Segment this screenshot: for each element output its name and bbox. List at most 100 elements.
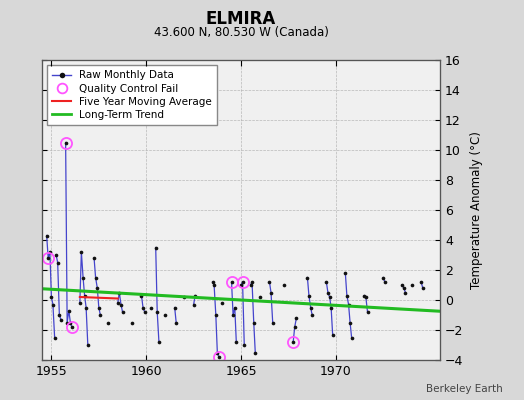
Point [63, 319, 71, 326]
Point [249, 319, 258, 326]
Point [172, 319, 180, 326]
Text: 43.600 N, 80.530 W (Canada): 43.600 N, 80.530 W (Canada) [154, 26, 329, 39]
Point [151, 244, 160, 251]
Point [153, 309, 161, 315]
Point [292, 315, 301, 321]
Point [279, 282, 288, 288]
Point [104, 319, 113, 326]
Point [380, 279, 389, 285]
Legend: Raw Monthly Data, Quality Control Fail, Five Year Moving Average, Long-Term Tren: Raw Monthly Data, Quality Control Fail, … [47, 65, 217, 125]
Point [42, 232, 51, 239]
Point [191, 292, 199, 299]
Point [190, 301, 198, 308]
Point [75, 300, 84, 306]
Point [343, 292, 351, 299]
Point [290, 324, 299, 330]
Point [52, 252, 60, 258]
Point [84, 342, 92, 348]
Point [341, 270, 350, 276]
Y-axis label: Temperature Anomaly (°C): Temperature Anomaly (°C) [471, 131, 483, 289]
Point [237, 282, 245, 288]
Text: ELMIRA: ELMIRA [206, 10, 276, 28]
Point [96, 312, 104, 318]
Text: Berkeley Earth: Berkeley Earth [427, 384, 503, 394]
Point [47, 294, 56, 300]
Point [265, 279, 274, 285]
Point [251, 349, 259, 356]
Point [213, 349, 222, 356]
Point [170, 304, 179, 311]
Point [55, 312, 63, 318]
Point [289, 339, 298, 345]
Point [118, 309, 127, 315]
Point [363, 309, 372, 315]
Point [401, 289, 410, 296]
Point [329, 331, 337, 338]
Point [256, 294, 264, 300]
Point [307, 304, 315, 311]
Point [232, 339, 241, 345]
Point [308, 312, 316, 318]
Point [44, 255, 52, 261]
Point [240, 342, 248, 348]
Point [303, 274, 312, 281]
Point [147, 304, 155, 311]
Point [400, 285, 408, 291]
Point [419, 285, 427, 291]
Point [322, 279, 331, 285]
Point [95, 304, 103, 311]
Point [327, 304, 335, 311]
Point [53, 259, 62, 266]
Point [79, 274, 88, 281]
Point [227, 279, 236, 285]
Point [231, 304, 239, 311]
Point [82, 304, 90, 311]
Point [140, 309, 149, 315]
Point [161, 312, 169, 318]
Point [212, 312, 220, 318]
Point [268, 319, 277, 326]
Point [218, 300, 226, 306]
Point [344, 301, 353, 308]
Point [50, 334, 59, 341]
Point [246, 282, 255, 288]
Point [347, 334, 356, 341]
Point [139, 304, 147, 311]
Point [408, 282, 416, 288]
Point [155, 339, 163, 345]
Point [267, 289, 275, 296]
Point [114, 300, 122, 306]
Point [46, 249, 54, 255]
Point [180, 294, 188, 300]
Point [229, 312, 237, 318]
Point [248, 279, 256, 285]
Point [128, 319, 136, 326]
Point [115, 289, 124, 296]
Point [325, 294, 334, 300]
Point [362, 294, 370, 300]
Point [117, 301, 125, 308]
Point [398, 282, 407, 288]
Point [238, 279, 247, 285]
Point [305, 292, 313, 299]
Point [61, 139, 70, 146]
Point [64, 307, 73, 314]
Point [215, 354, 223, 360]
Point [346, 319, 354, 326]
Point [137, 292, 146, 299]
Point [49, 301, 57, 308]
Point [91, 274, 100, 281]
Point [80, 292, 89, 299]
Point [93, 285, 102, 291]
Point [324, 289, 332, 296]
Point [417, 279, 425, 285]
Point [210, 282, 219, 288]
Point [209, 279, 217, 285]
Point [68, 324, 76, 330]
Point [77, 249, 85, 255]
Point [57, 316, 65, 323]
Point [379, 274, 387, 281]
Point [360, 292, 368, 299]
Point [66, 319, 74, 326]
Point [90, 255, 99, 261]
